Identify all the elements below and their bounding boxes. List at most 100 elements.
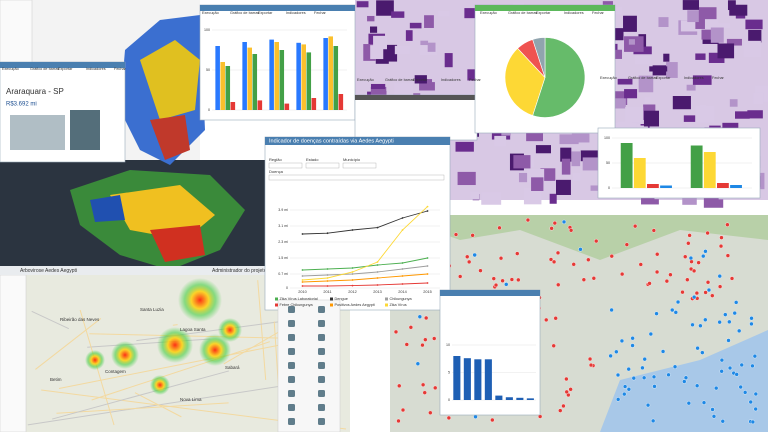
district <box>580 150 600 162</box>
pin <box>752 353 758 359</box>
point <box>426 265 429 267</box>
district <box>571 151 581 167</box>
pin <box>548 257 554 262</box>
district <box>643 110 660 127</box>
district <box>743 40 761 58</box>
district <box>624 89 638 99</box>
point <box>401 275 404 277</box>
x-tick-label: 2011 <box>323 290 331 294</box>
district <box>617 78 633 85</box>
pin <box>564 376 569 382</box>
bar <box>230 102 236 110</box>
district <box>695 53 706 60</box>
pin <box>591 276 597 281</box>
point <box>326 274 329 276</box>
pin <box>749 316 754 321</box>
point <box>326 232 329 235</box>
road <box>31 310 70 330</box>
window-header <box>265 137 450 145</box>
pin <box>619 271 625 277</box>
pin <box>423 337 428 342</box>
pin <box>717 284 723 289</box>
bar <box>247 47 252 110</box>
icon <box>318 404 325 411</box>
pin <box>710 407 715 412</box>
pin <box>734 372 739 377</box>
window-header <box>475 5 615 11</box>
icon <box>318 348 325 355</box>
pin <box>555 250 561 256</box>
point <box>301 279 304 281</box>
district <box>649 66 668 72</box>
pin <box>723 312 728 317</box>
y-tick-label: 0 <box>208 108 210 112</box>
district <box>590 185 601 191</box>
district <box>369 26 378 33</box>
pin <box>490 417 495 423</box>
pin <box>619 338 625 344</box>
window-title: Indicador de doenças contraídas via Aede… <box>269 138 394 144</box>
pin <box>581 277 587 282</box>
pie-slice <box>504 47 546 116</box>
pin <box>698 323 703 328</box>
bar <box>242 42 247 110</box>
pin <box>719 235 724 240</box>
toolbar-button: Indicadores <box>441 78 461 82</box>
point <box>326 277 329 279</box>
pin <box>630 336 635 341</box>
pin <box>622 391 627 397</box>
pin <box>396 418 401 424</box>
toolbar-button: Indicadores <box>684 76 704 80</box>
pin <box>691 294 697 300</box>
pin <box>675 299 681 305</box>
y-tick-label: 0 <box>448 398 450 402</box>
pin <box>640 365 645 371</box>
icon <box>288 376 295 383</box>
pin <box>686 241 691 246</box>
pin <box>729 276 735 281</box>
pin <box>497 225 502 231</box>
point <box>301 285 304 287</box>
pin <box>423 315 429 321</box>
pin <box>719 357 725 363</box>
district <box>666 62 678 78</box>
toolbar-button: Exportar <box>536 11 551 15</box>
pin <box>750 363 755 369</box>
district <box>658 17 669 28</box>
region <box>150 225 205 262</box>
pin <box>404 342 409 347</box>
icon-panel <box>277 299 341 432</box>
legend-swatch <box>385 297 388 301</box>
pin <box>420 342 425 348</box>
pin <box>748 399 753 405</box>
pin <box>673 310 679 315</box>
icons <box>288 306 325 425</box>
road <box>27 385 281 426</box>
district <box>470 191 480 200</box>
district <box>526 131 543 142</box>
point <box>426 282 429 284</box>
pin <box>666 372 671 378</box>
bar <box>311 98 317 110</box>
toolbar-button: Fechar <box>712 76 725 80</box>
pin <box>608 353 613 359</box>
pin <box>626 366 631 372</box>
window-header <box>200 5 355 11</box>
pie-slice <box>532 37 586 118</box>
pin <box>703 290 708 295</box>
legend-label: Positivos Aedes Aegypti <box>335 303 375 307</box>
pin <box>624 242 630 247</box>
district <box>753 92 764 105</box>
district <box>708 52 725 63</box>
heat-spot <box>111 341 139 369</box>
district <box>409 22 422 29</box>
window-header <box>0 62 125 68</box>
district <box>698 7 717 23</box>
bar <box>647 184 659 188</box>
icon <box>288 320 295 327</box>
toolbar-button: Execução <box>2 67 19 71</box>
illustration <box>70 110 100 150</box>
pin <box>668 272 673 277</box>
pin <box>509 277 515 282</box>
